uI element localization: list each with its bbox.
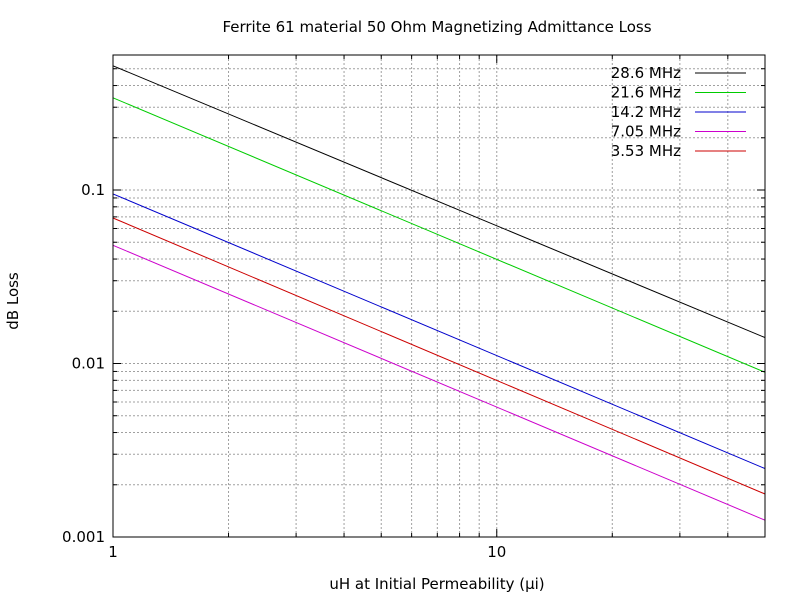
- legend-label: 28.6 MHz: [611, 64, 681, 82]
- series-line: [112, 193, 766, 470]
- series-line: [112, 244, 766, 521]
- y-tick-label: 0.1: [81, 181, 105, 199]
- y-tick-label: 0.001: [62, 528, 105, 546]
- legend-label: 14.2 MHz: [611, 103, 681, 121]
- legend-label: 7.05 MHz: [611, 123, 681, 141]
- series-line: [112, 65, 766, 339]
- legend-label: 3.53 MHz: [611, 142, 681, 160]
- legend-label: 21.6 MHz: [611, 84, 681, 102]
- y-tick-label: 0.01: [72, 355, 105, 373]
- chart-title: Ferrite 61 material 50 Ohm Magnetizing A…: [222, 18, 651, 36]
- grid: [113, 55, 766, 537]
- tick-labels: 1 10 0.001 0.01 0.1: [62, 181, 506, 561]
- x-tick-label: 1: [108, 543, 118, 561]
- plot-frame: [112, 54, 766, 538]
- series-lines: [112, 65, 766, 521]
- axis-ticks: [112, 55, 766, 538]
- series-line: [112, 97, 766, 373]
- series-line: [112, 217, 766, 495]
- x-axis-label: uH at Initial Permeability (µi): [329, 575, 544, 593]
- y-axis-label: dB Loss: [4, 272, 22, 330]
- x-tick-label: 10: [487, 543, 506, 561]
